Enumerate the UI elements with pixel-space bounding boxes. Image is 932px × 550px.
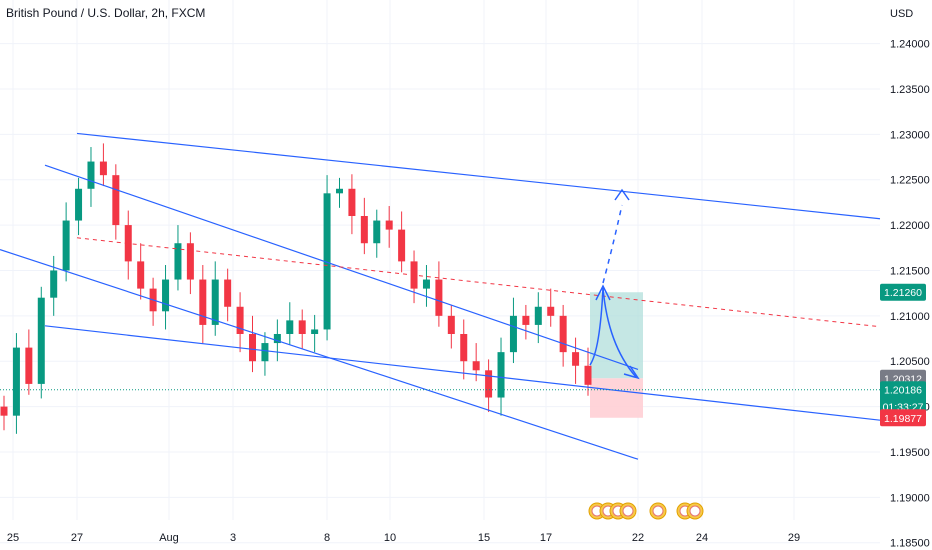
candle-body (422, 279, 430, 289)
candle-body (298, 320, 306, 334)
candle-body (497, 352, 505, 398)
current-price-tag (880, 381, 926, 416)
chart-title: British Pound / U.S. Dollar, 2h, FXCM (6, 6, 206, 20)
projection-arrow-up[interactable] (589, 287, 604, 366)
currency-label: USD (890, 8, 913, 20)
candle-body (137, 261, 145, 289)
flag-inner-icon (622, 505, 634, 517)
candle-body (99, 161, 107, 176)
projection-arrow-right[interactable] (602, 287, 637, 378)
candle-body (186, 243, 194, 280)
y-tick-label: 1.20500 (890, 356, 930, 368)
candle-body (522, 315, 530, 325)
y-tick-label: 1.19000 (890, 492, 930, 504)
y-tick-label: 1.19500 (890, 447, 930, 459)
candle-body (447, 315, 455, 334)
candle-body (485, 370, 493, 398)
y-tick-label: 1.23000 (890, 129, 930, 141)
candle-body (273, 333, 281, 344)
candle-body (211, 279, 219, 325)
stop-price-tag (880, 409, 926, 427)
y-tick-label: 1.21500 (890, 265, 930, 277)
current-price-tag-text: 1.20186 (884, 385, 922, 397)
x-tick-label: 3 (230, 532, 236, 544)
candle-body (385, 220, 393, 230)
candle-body (534, 306, 542, 325)
stop-zone[interactable] (590, 378, 643, 418)
candle-body (472, 361, 480, 371)
candle-body (87, 161, 95, 189)
candle-body (547, 306, 555, 316)
candle-body (509, 315, 517, 353)
trendline-upper-channel[interactable] (76, 132, 881, 220)
x-tick-label: 8 (324, 532, 330, 544)
candle-body (348, 188, 356, 217)
x-tick-label: 22 (632, 532, 644, 544)
candle-body (112, 175, 120, 226)
y-tick-label: 1.18500 (890, 538, 930, 550)
candle-body (62, 220, 70, 271)
flag-inner-icon (652, 505, 664, 517)
candle-body (236, 306, 244, 334)
stop-price-tag-text: 1.19877 (884, 413, 922, 425)
candle-body (311, 329, 319, 334)
candle-body (460, 333, 468, 362)
candle-body (12, 347, 20, 416)
candle-body (435, 279, 443, 316)
candle-body (335, 188, 343, 194)
candle-body (199, 279, 207, 325)
candle-body (261, 343, 269, 362)
trendline-support[interactable] (44, 325, 881, 421)
x-tick-label: 25 (7, 532, 19, 544)
candle-body (323, 193, 331, 330)
y-tick-label: 1.22500 (890, 175, 930, 187)
trendline-lower-channel[interactable] (0, 249, 639, 460)
y-tick-label: 1.21000 (890, 311, 930, 323)
candle-body (224, 279, 232, 307)
target-price-tag-text: 1.21260 (884, 287, 922, 299)
candle-body (37, 297, 45, 384)
flag-inner-icon (689, 505, 701, 517)
x-tick-label: 27 (71, 532, 83, 544)
candle-body (50, 270, 58, 298)
target-price-tag (880, 283, 926, 301)
target-zone[interactable] (590, 292, 643, 379)
arrowhead-icon (623, 365, 640, 380)
candle-body (373, 220, 381, 244)
x-tick-label: 15 (478, 532, 490, 544)
x-tick-label: 29 (788, 532, 800, 544)
candle-body (398, 229, 406, 262)
projection-arrow-dashed[interactable] (602, 204, 623, 284)
x-tick-label: 17 (540, 532, 552, 544)
y-tick-label: 1.23500 (890, 84, 930, 96)
candle-body (559, 315, 567, 353)
candle-body (572, 352, 580, 366)
x-tick-label: Aug (159, 532, 179, 544)
y-tick-label: 1.22000 (890, 220, 930, 232)
candle-body (0, 406, 8, 416)
candle-body (75, 188, 83, 221)
candle-body (584, 365, 592, 385)
dashed-midline[interactable] (76, 237, 881, 328)
y-tick-label: 1.24000 (890, 39, 930, 51)
candle-body (249, 333, 257, 362)
candle-body (162, 279, 170, 312)
arrowhead-icon (595, 284, 611, 301)
x-tick-label: 24 (696, 532, 708, 544)
candle-body (174, 243, 182, 280)
candle-body (286, 320, 294, 334)
arrowhead-icon (614, 188, 630, 201)
x-tick-label: 10 (384, 532, 396, 544)
candle-body (25, 347, 33, 384)
candle-body (360, 216, 368, 244)
